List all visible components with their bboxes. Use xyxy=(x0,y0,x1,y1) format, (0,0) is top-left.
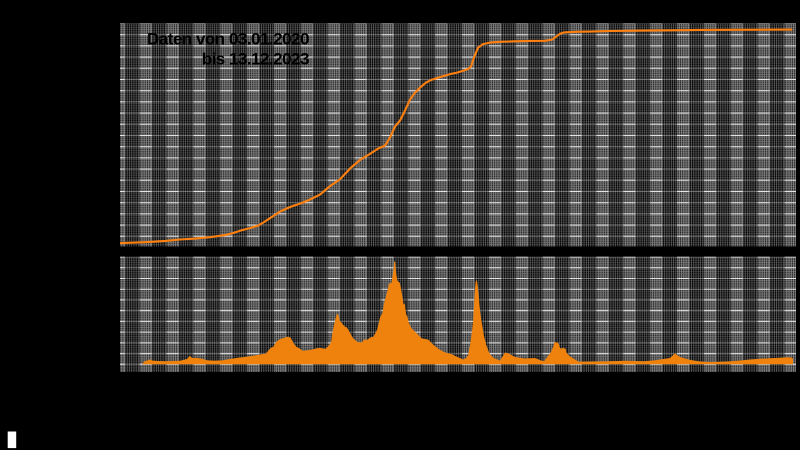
svg-text:bis 13.12.2023: bis 13.12.2023 xyxy=(202,49,309,68)
svg-text:Daten von 03.01.2020: Daten von 03.01.2020 xyxy=(147,29,309,48)
